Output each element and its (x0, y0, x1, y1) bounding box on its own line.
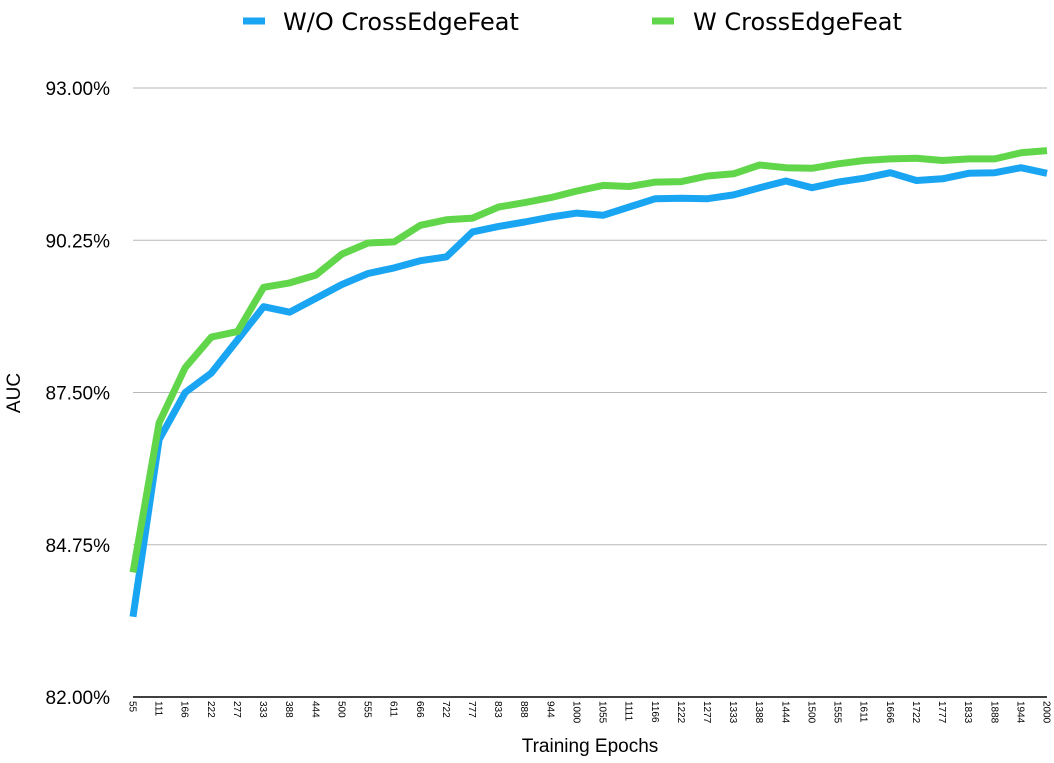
y-axis-ticks: 82.00% 84.75% 87.50% 90.25% 93.00% (46, 79, 111, 709)
x-tick-label: 888 (518, 701, 529, 718)
x-tick-label: 1333 (727, 701, 738, 724)
legend-label: W/O CrossEdgeFeat (283, 8, 519, 36)
x-tick-label: 1277 (701, 701, 712, 724)
series-line-wo-crossedgefeat (129, 164, 1048, 618)
x-tick-label: 333 (257, 701, 268, 718)
legend-label: W CrossEdgeFeat (693, 8, 902, 36)
x-tick-label: 1055 (597, 701, 608, 724)
y-tick-label: 82.00% (46, 688, 111, 709)
y-tick-label: 90.25% (46, 231, 111, 252)
x-tick-label: 444 (309, 701, 320, 718)
x-tick-label: 1722 (910, 701, 921, 724)
x-tick-label: 111 (153, 701, 164, 717)
x-tick-label: 1777 (936, 701, 947, 724)
x-tick-label: 1500 (805, 701, 816, 724)
legend: W/O CrossEdgeFeat W CrossEdgeFeat (243, 8, 902, 36)
x-tick-label: 1000 (570, 701, 581, 724)
x-tick-label: 55 (127, 701, 138, 713)
gridlines (133, 87, 1047, 546)
x-tick-label: 1944 (1014, 701, 1025, 724)
x-tick-label: 722 (440, 701, 451, 718)
x-tick-label: 1833 (962, 701, 973, 724)
x-tick-label: 777 (466, 701, 477, 718)
y-axis-title: AUC (4, 373, 25, 413)
x-tick-label: 944 (544, 701, 555, 718)
x-axis-ticks: 55 111 166 222 277 333 388 444 500 555 611 666 722 77… (127, 701, 1052, 724)
x-tick-label: 222 (205, 701, 216, 718)
x-axis-title: Training Epochs (522, 736, 659, 757)
x-tick-label: 1888 (988, 701, 999, 724)
x-tick-label: 1611 (858, 701, 869, 723)
x-tick-label: 666 (414, 701, 425, 718)
x-tick-label: 1666 (884, 701, 895, 724)
x-tick-label: 611 (388, 701, 399, 717)
x-tick-label: 1444 (779, 701, 790, 724)
x-tick-label: 277 (231, 701, 242, 718)
y-tick-label: 87.50% (46, 384, 111, 405)
y-tick-label: 93.00% (46, 79, 111, 100)
series-lines (129, 147, 1048, 618)
x-tick-label: 1166 (649, 701, 660, 723)
x-tick-label: 1555 (832, 701, 843, 724)
x-tick-label: 2000 (1041, 701, 1052, 724)
x-tick-label: 166 (179, 701, 190, 718)
y-tick-label: 84.75% (46, 536, 111, 557)
x-tick-label: 1388 (753, 701, 764, 724)
x-tick-label: 388 (283, 701, 294, 718)
x-tick-label: 1222 (675, 701, 686, 724)
x-tick-label: 500 (335, 701, 346, 718)
x-tick-label: 833 (492, 701, 503, 718)
x-tick-label: 555 (362, 701, 373, 718)
series-line-w-crossedgefeat (129, 147, 1048, 574)
x-tick-label: 1111 (623, 701, 634, 721)
